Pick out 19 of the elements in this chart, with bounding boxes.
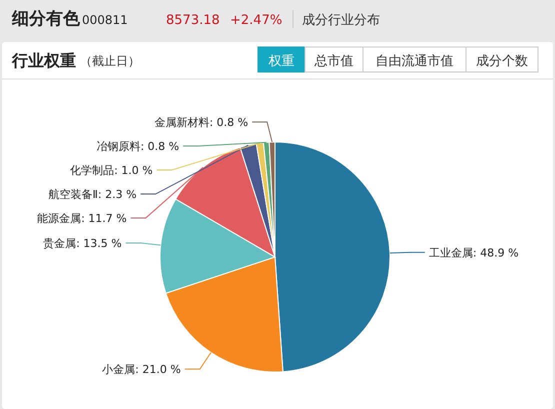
chart-subtitle: （截止日） xyxy=(80,54,140,68)
slice-label: 金属新材料: 0.8 % xyxy=(154,116,248,130)
slice-label: 小金属: 21.0 % xyxy=(102,363,181,376)
text: 000811 xyxy=(82,13,128,27)
text: 8573.18 xyxy=(166,13,220,28)
slice-label: 冶钢原料: 0.8 % xyxy=(96,140,180,154)
text: 成分行业分布 xyxy=(302,13,380,28)
slice-label: 贵金属: 13.5 % xyxy=(43,237,122,250)
text: 权重 xyxy=(268,54,294,69)
text: 成分个数 xyxy=(476,54,528,69)
slice-label: 能源金属: 11.7 % xyxy=(37,212,127,226)
text: 细分有色 xyxy=(11,9,81,29)
text: +2.47% xyxy=(230,13,282,28)
slice-label: 工业金属: 48.9 % xyxy=(428,246,519,260)
slice-label: 航空装备Ⅱ: 2.3 % xyxy=(48,188,137,202)
slice-label: 化学制品: 1.0 % xyxy=(70,164,153,178)
text: 总市值 xyxy=(314,54,354,69)
text: 自由流通市值 xyxy=(376,53,454,69)
chart-title: 行业权重 xyxy=(11,51,76,70)
